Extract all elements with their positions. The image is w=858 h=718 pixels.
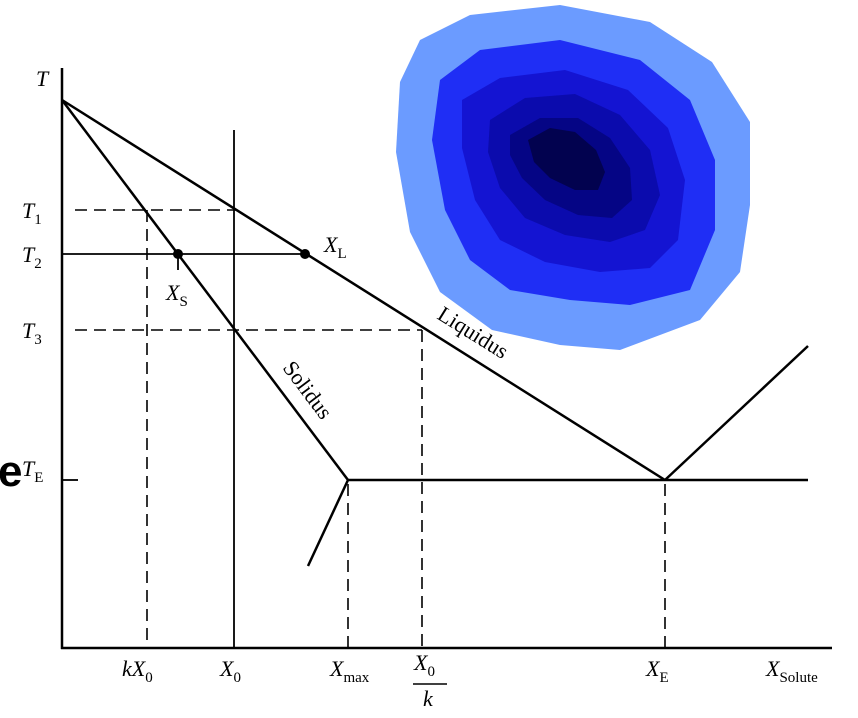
solute-label: XSolute [765,656,818,686]
t2-sub: 2 [34,256,42,272]
x0k-label: X0 [413,650,435,680]
xl-label: XL [323,232,347,262]
solute-sub: Solute [779,670,818,686]
xmax-sub: max [343,670,369,686]
t1-sub: 1 [34,212,42,228]
xe-label: XE [645,656,669,686]
xs-sub: S [179,294,187,310]
fragment: e [0,447,22,496]
solvus-line [308,480,348,566]
x0k-denominator: k [423,686,434,711]
x0-label: X0 [219,656,241,686]
xe-sub: E [659,670,668,686]
kx0-sub: 0 [145,670,153,686]
x0-sub: 0 [233,670,241,686]
kx0-label: kX0 [122,656,153,686]
solidus-label: Solidus [278,356,338,424]
xl-point [300,249,310,259]
xl-sub: L [337,246,346,262]
y-axis-label: T [36,66,50,91]
te-label: TE [22,456,43,486]
solidus-line [62,100,348,480]
x0k-sub: 0 [427,664,435,680]
t1-label: T1 [22,198,42,228]
right-liquidus [665,346,808,480]
phase-diagram: e T T1 T2 T3 TE XL XS Liquidus Solidus k… [0,0,858,718]
t3-sub: 3 [34,332,42,348]
contour-blob [396,5,750,350]
t3-label: T3 [22,318,42,348]
xs-point [173,249,183,259]
xmax-label: Xmax [329,656,370,686]
te-sub: E [34,470,43,486]
xs-label: XS [165,280,188,310]
t2-label: T2 [22,242,42,272]
